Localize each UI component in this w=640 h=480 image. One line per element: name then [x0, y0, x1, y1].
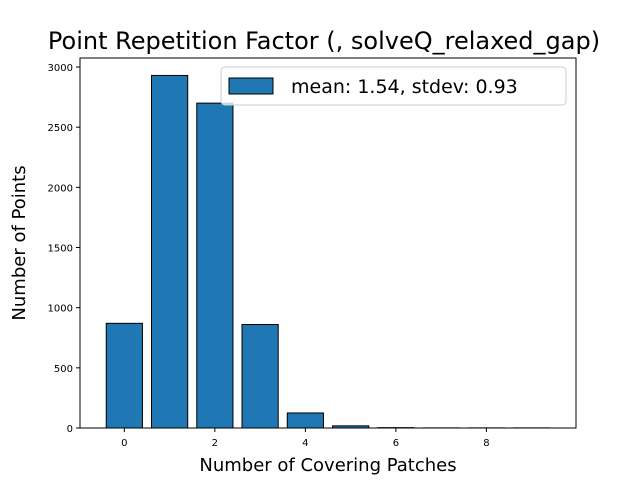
y-tick-label: 0	[67, 424, 73, 435]
y-tick-label: 2500	[48, 123, 73, 134]
y-tick-label: 1000	[48, 304, 73, 315]
y-tick-label: 500	[54, 364, 73, 375]
x-axis-ticks: 0 2 4 6 8	[121, 428, 490, 449]
x-tick-label: 0	[121, 438, 127, 449]
plot-frame	[79, 57, 577, 429]
bars-group	[105, 74, 551, 429]
y-axis-ticks: 0 500 1000 1500 2000 2500 3000	[48, 63, 80, 435]
legend: mean: 1.54, stdev: 0.93	[220, 66, 567, 106]
y-tick-label: 3000	[48, 63, 73, 74]
x-tick-label: 4	[302, 438, 308, 449]
x-tick-label: 8	[483, 438, 489, 449]
y-tick-label: 2000	[48, 183, 73, 194]
bar-1	[151, 74, 189, 429]
x-tick-label: 6	[393, 438, 399, 449]
y-axis-label: Number of Points	[9, 165, 30, 320]
bar-0	[105, 322, 143, 429]
x-axis-label: Number of Covering Patches	[199, 455, 456, 476]
legend-frame	[220, 66, 567, 106]
bar-2	[196, 102, 234, 429]
chart-title: Point Repetition Factor (, solveQ_relaxe…	[48, 27, 600, 55]
bar-3	[241, 324, 279, 429]
bar-4	[286, 412, 324, 429]
legend-swatch	[228, 77, 274, 95]
x-tick-label: 2	[212, 438, 218, 449]
legend-entry-label: mean: 1.54, stdev: 0.93	[291, 76, 518, 98]
y-tick-label: 1500	[48, 244, 73, 255]
